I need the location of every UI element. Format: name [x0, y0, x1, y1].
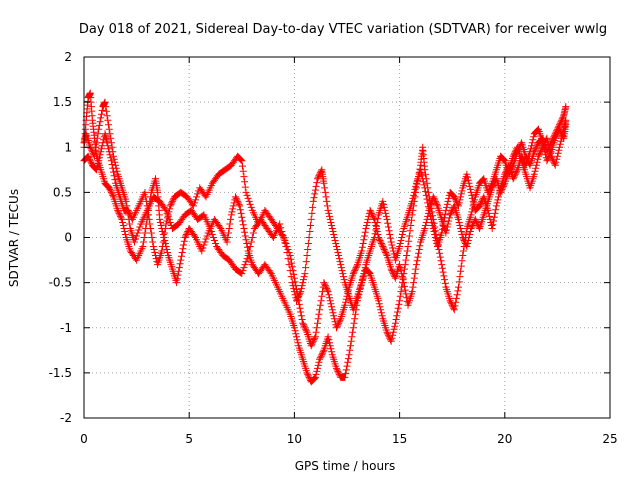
x-axis: 0 5 10 15 20 25 — [80, 57, 618, 446]
x-tick-label: 20 — [497, 432, 512, 446]
y-tick-label: 2 — [64, 50, 72, 64]
y-tick-label: -1.5 — [49, 366, 72, 380]
x-tick-label: 10 — [287, 432, 302, 446]
chart-title: Day 018 of 2021, Sidereal Day-to-day VTE… — [79, 22, 607, 37]
y-tick-label: 1 — [64, 140, 72, 154]
y-axis: -2 -1.5 -1 -0.5 0 0.5 1 1.5 2 — [49, 50, 610, 425]
x-tick-label: 0 — [80, 432, 88, 446]
x-tick-label: 15 — [392, 432, 407, 446]
y-tick-label: 0 — [64, 231, 72, 245]
y-tick-label: -2 — [60, 411, 72, 425]
y-tick-label: 0.5 — [53, 185, 72, 199]
x-tick-label: 5 — [185, 432, 193, 446]
y-tick-label: 1.5 — [53, 95, 72, 109]
y-tick-label: -0.5 — [49, 276, 72, 290]
x-tick-label: 25 — [602, 432, 617, 446]
x-axis-label: GPS time / hours — [295, 459, 396, 473]
y-tick-label: -1 — [60, 321, 72, 335]
marker-path — [80, 116, 570, 350]
series-track-2 — [80, 116, 570, 350]
y-axis-label: SDTVAR / TECUs — [7, 189, 21, 287]
